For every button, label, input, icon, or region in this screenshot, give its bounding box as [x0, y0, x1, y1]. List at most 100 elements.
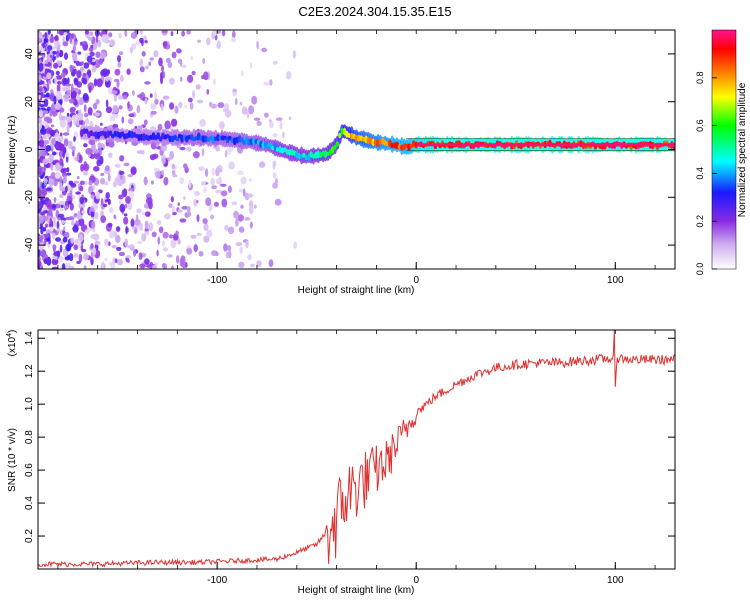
spectrogram-cell: [161, 169, 164, 176]
colorbar-tick-label: 0.8: [695, 72, 705, 85]
spectrogram-cell: [76, 260, 81, 265]
spectrogram-cell: [261, 47, 268, 53]
spectrogram-cell: [108, 130, 113, 136]
spectrogram-cell: [171, 265, 174, 269]
spectrogram-cell: [275, 117, 283, 121]
spectrogram-cell: [268, 259, 274, 268]
spectrogram-cell: [66, 112, 70, 117]
spectrogram-cell: [117, 55, 121, 63]
spectrogram-cell: [220, 135, 225, 141]
spectrogram-cell: [179, 177, 184, 185]
spectrogram-cell: [48, 209, 53, 217]
spectrogram-cell: [111, 90, 118, 95]
spectrogram-cell: [87, 107, 93, 116]
spectrogram-cell: [108, 152, 113, 158]
spectrogram-cell: [131, 226, 136, 230]
spectrogram-cell: [124, 203, 128, 209]
spectrogram-cell: [62, 41, 69, 47]
spectrogram-cell: [82, 93, 89, 102]
spectrogram-cell: [62, 172, 68, 178]
spectrogram-cell: [59, 193, 64, 199]
spectrogram-cell: [44, 133, 51, 139]
spectrogram-cell: [169, 102, 175, 110]
spectrogram-cell: [205, 168, 209, 178]
spectrogram-cell: [54, 102, 61, 110]
y-tick-label: -20: [24, 190, 35, 205]
spectrogram-cell: [38, 200, 41, 210]
spectrogram-cell: [124, 30, 128, 37]
spectrogram-cell: [70, 237, 75, 244]
spectrogram-cell: [181, 205, 188, 210]
spectrogram-cell: [43, 210, 48, 214]
spectrogram-cell: [121, 116, 125, 124]
spectrogram-cell: [151, 231, 157, 238]
spectrogram-cell: [163, 176, 169, 186]
spectrogram-cell: [43, 227, 47, 232]
spectrogram-cell: [79, 66, 84, 72]
spectrogram-cell: [137, 240, 143, 245]
spectrogram-cell: [76, 70, 82, 79]
spectrogram-cell: [147, 194, 151, 198]
spectrogram-cell: [164, 213, 171, 220]
spectrogram-cell: [82, 79, 88, 85]
spectrogram-cell: [95, 51, 101, 58]
spectrogram-cell: [39, 139, 45, 148]
spectrogram-cell: [52, 50, 57, 55]
spectrogram-cell: [214, 201, 219, 207]
snr-xlabel: Height of straight line (km): [298, 585, 415, 596]
spectrogram-cell: [123, 213, 128, 217]
spectrogram-cell: [38, 215, 45, 224]
spectrogram-cell: [82, 41, 88, 45]
spectrogram-cell: [149, 57, 154, 61]
x-tick-label: 0: [413, 275, 419, 286]
spectrogram-cell: [206, 229, 213, 238]
spectrogram-cell: [203, 223, 209, 232]
spectrogram-cell: [58, 30, 65, 36]
spectrogram-cell: [177, 238, 181, 245]
spectrogram-cell: [227, 226, 235, 235]
spectrogram-cell: [213, 78, 216, 86]
spectrogram-cell: [42, 110, 49, 115]
spectrogram-cell: [38, 62, 44, 72]
spectrogram-cell: [193, 191, 201, 196]
spectrogram-cell: [79, 196, 84, 205]
spectrogram-cell: [251, 95, 258, 105]
spectrogram-cell: [107, 69, 110, 75]
spectrogram-cell: [49, 35, 55, 44]
spectrogram-cell: [139, 223, 143, 231]
spectrogram-cell: [127, 174, 134, 178]
spectrogram-cell: [63, 52, 69, 60]
spectrogram-cell: [189, 102, 194, 110]
spectrogram-cell: [47, 175, 55, 179]
spectrogram-cell: [43, 38, 49, 43]
spectrogram-cell: [193, 151, 200, 159]
spectrogram-cell: [68, 253, 74, 262]
spectrogram-cell: [279, 120, 283, 130]
spectrogram-cell: [144, 258, 150, 265]
spectrogram-cell: [211, 250, 218, 257]
spectrogram-cell: [100, 122, 103, 126]
spectrogram-cell: [59, 186, 67, 192]
spectrogram-cell: [74, 68, 77, 75]
spectrogram-cell: [77, 154, 80, 162]
spectrogram-cell: [55, 90, 62, 100]
spectrogram-cell: [130, 32, 138, 39]
spectrogram-cell: [38, 109, 44, 118]
snr-ylabel: SNR (10 * v/v): [7, 428, 18, 492]
spectrogram-cell: [93, 102, 98, 110]
spectrogram-cell: [154, 91, 157, 100]
spectrogram-cell: [73, 136, 76, 142]
spectrogram-cell: [215, 189, 222, 194]
spectrogram-cell: [56, 50, 60, 59]
spectrogram-cell: [101, 261, 105, 269]
spectrogram-cell: [77, 239, 82, 248]
spectrogram-cell: [108, 141, 115, 148]
spectrogram-cell: [135, 40, 140, 46]
spectrogram-cell: [40, 91, 44, 98]
spectrogram-cell: [249, 221, 253, 229]
spectrogram-cell: [88, 85, 92, 93]
spectrogram-cell: [59, 244, 63, 253]
spectrogram-cell: [256, 260, 262, 268]
spectrogram-cell: [180, 76, 183, 82]
